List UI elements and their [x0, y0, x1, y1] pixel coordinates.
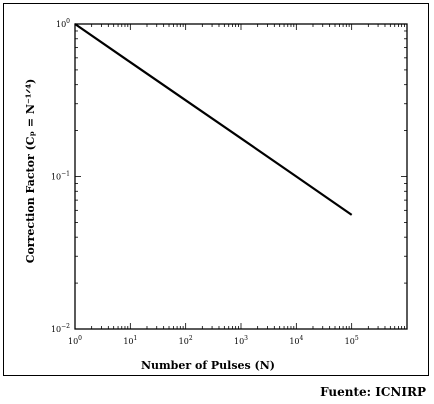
series-line	[74, 23, 353, 216]
y-tick-labels: 100 10−1 10−2	[51, 18, 70, 334]
x-tick-label: 102	[179, 335, 193, 346]
x-tick-label: 100	[68, 335, 82, 346]
x-tick-label: 103	[234, 335, 248, 346]
y-tick-label: 100	[56, 18, 70, 29]
minor-ticks	[75, 24, 407, 329]
major-ticks	[74, 24, 407, 330]
figure-frame	[3, 3, 429, 376]
x-tick-labels: 100 101 102 103 104 105	[68, 335, 359, 346]
source-note: Fuente: ICNIRP	[320, 385, 426, 399]
x-axis-title: Number of Pulses (N)	[141, 359, 275, 372]
y-axis-title: Correction Factor (Cₚ = N⁻¹ᐟ⁴)	[24, 79, 37, 264]
plot-area	[74, 23, 408, 330]
series-layer	[74, 23, 353, 216]
y-tick-label: 10−1	[51, 171, 70, 182]
y-tick-label: 10−2	[51, 323, 70, 334]
correction-factor-chart: 100 101 102 103 104 105 100 10−1 10−2 Number of…	[24, 18, 408, 372]
x-tick-label: 101	[123, 335, 137, 346]
x-tick-label: 104	[289, 335, 303, 346]
x-tick-label: 105	[345, 335, 359, 346]
